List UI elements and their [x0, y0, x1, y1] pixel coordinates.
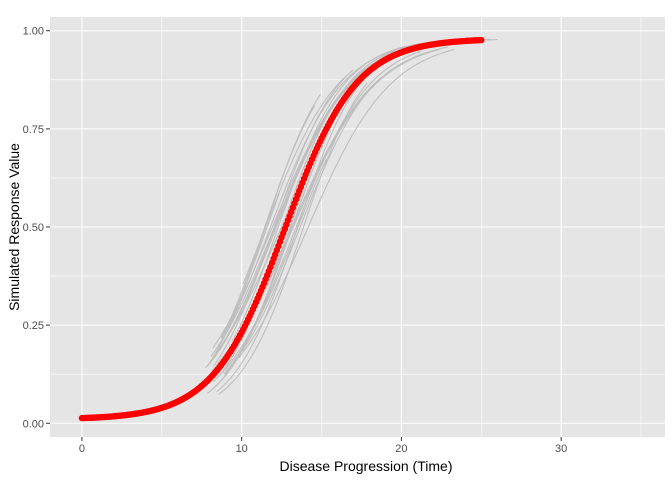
x-tick-label: 20 [395, 443, 407, 455]
y-axis-title: Simulated Response Value [6, 143, 22, 311]
simulated-line [238, 48, 455, 359]
y-tick-label: 1.00 [23, 26, 44, 38]
y-tick-label: 0.25 [23, 320, 44, 332]
simulated-line [221, 192, 280, 339]
simulated-line [229, 292, 270, 369]
x-tick-label: 10 [236, 443, 248, 455]
x-tick-label: 0 [79, 443, 85, 455]
y-tick-label: 0.50 [23, 222, 44, 234]
x-tick-label: 30 [555, 443, 567, 455]
mean-point [478, 36, 485, 44]
simulated-line [241, 86, 373, 352]
simulated-line [207, 94, 321, 366]
y-tick-label: 0.75 [23, 124, 44, 136]
simulated-line [228, 43, 426, 328]
grid-lines [50, 17, 665, 437]
simulated-line [212, 50, 422, 383]
simulated-line [212, 77, 346, 367]
simulated-line [218, 82, 368, 395]
axes: 0 10 20 30 0.00 0.25 0.50 0.75 1.00 [23, 26, 568, 455]
y-tick-label: 0.00 [23, 418, 44, 430]
x-axis-title: Disease Progression (Time) [280, 458, 453, 474]
mean-curve-points [78, 36, 485, 422]
